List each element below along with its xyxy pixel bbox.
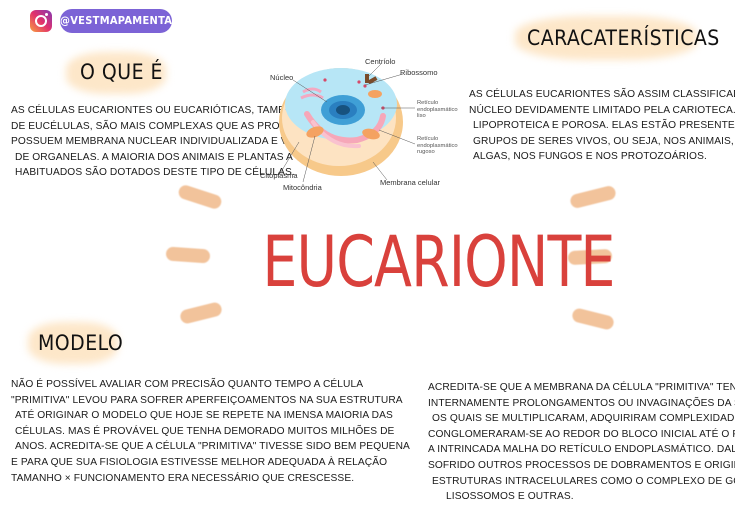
label-reticulo-liso: Retículo endoplasmático liso [417,100,458,119]
instagram-icon [30,10,52,32]
text-o-que-e: AS CÉLULAS EUCARIONTES OU EUCARIÓTICAS, … [11,105,371,179]
label-citoplasma: Citoplasma [260,171,298,180]
label-nucleo: Núcleo [270,73,294,82]
instagram-handle: @VESTMAPAMENTAL [60,9,179,33]
text-modelo: NÃO É POSSÍVEL AVALIAR COM PRECISÃO QUAN… [11,379,410,484]
decorative-stroke [178,301,224,325]
heading-modelo: MODELO [38,331,124,355]
heading-highlight [66,52,166,94]
decorative-stroke [570,307,616,331]
label-reticulo-rugoso: Retículo endoplasmático rugoso [417,136,458,155]
heading-highlight [515,16,697,60]
label-ribossomo: Ribossomo [400,68,438,77]
label-membrana-celular: Membrana celular [380,178,441,187]
heading-highlight [28,322,118,364]
decorative-stroke [568,184,618,210]
main-title: EUCARIONTE [262,221,615,303]
eukaryotic-cell-illustration [279,63,416,183]
heading-o-que-e: O QUE É [80,60,163,84]
label-centriolo: Centríolo [365,57,396,66]
decorative-stroke [165,246,211,264]
label-mitocondria: Mitocôndria [283,183,322,192]
heading-caracteristicas: CARACATERÍSTICAS [527,26,720,50]
text-caracteristicas: AS CÉLULAS EUCARIONTES SÃO ASSIM CLASSIF… [469,89,735,163]
decorative-stroke [176,183,224,211]
text-membrana: ACREDITA-SE QUE A MEMBRANA DA CÉLULA "PR… [428,382,735,503]
